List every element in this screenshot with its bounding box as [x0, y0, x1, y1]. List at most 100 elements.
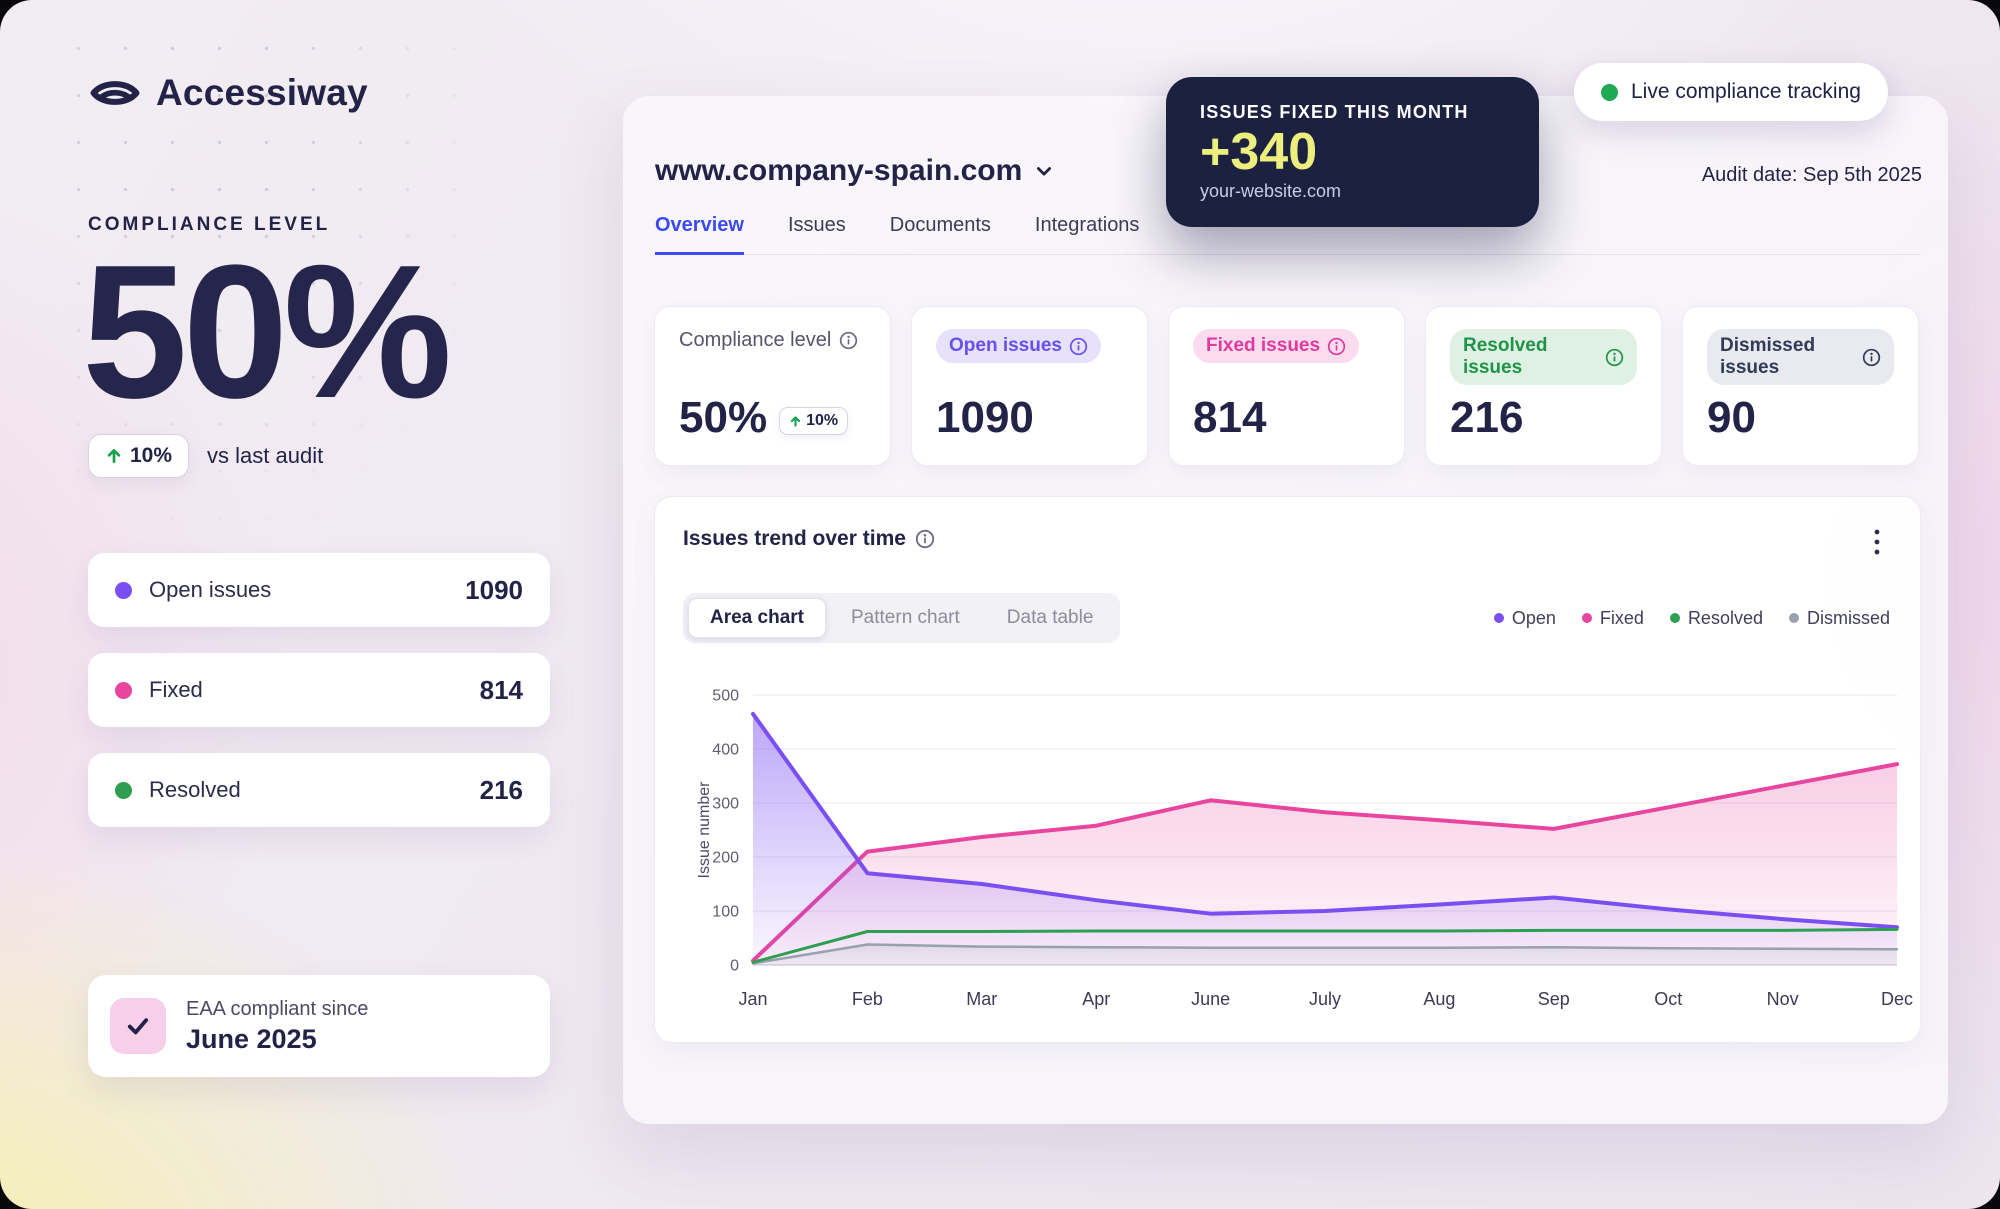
svg-text:Dec: Dec — [1881, 989, 1913, 1009]
tab-overview[interactable]: Overview — [655, 214, 744, 255]
tab-issues[interactable]: Issues — [787, 214, 846, 236]
audit-date: Audit date: Sep 5th 2025 — [1701, 164, 1922, 186]
stat-card-open: Open issues 1090 — [911, 306, 1148, 466]
main-panel: www.company-spain.com Audit date: Sep 5t… — [623, 96, 1948, 1124]
sidebar-stat-label: Open issues — [149, 577, 272, 602]
legend-item-open[interactable]: Open — [1493, 607, 1556, 629]
sidebar-stat-label: Fixed — [149, 677, 203, 702]
fixed-card-title: ISSUES FIXED THIS MONTH — [1200, 102, 1469, 122]
site-selector[interactable]: www.company-spain.com — [655, 154, 1054, 188]
svg-text:Sep: Sep — [1538, 989, 1570, 1009]
info-icon[interactable] — [915, 529, 935, 549]
stat-card-badge: Dismissed issues — [1707, 329, 1894, 385]
delta-badge: 10% — [88, 434, 190, 478]
svg-text:0: 0 — [730, 958, 739, 975]
tab-documents[interactable]: Documents — [889, 214, 991, 236]
delta-value: 10% — [130, 444, 173, 467]
sidebar-stat-open-issues: Open issues 1090 — [88, 553, 550, 627]
legend-item-fixed[interactable]: Fixed — [1581, 607, 1644, 629]
stat-card-label: Open issues — [949, 335, 1062, 356]
svg-text:Aug: Aug — [1423, 989, 1455, 1009]
info-icon[interactable] — [1327, 337, 1346, 356]
info-icon[interactable] — [1605, 348, 1624, 367]
issues-trend-chart: 0 100 200 300 400 500 Jan Feb Mar Apr June July Aug S… — [696, 688, 1913, 1010]
legend-dot — [1493, 613, 1504, 623]
kebab-menu-icon[interactable] — [1862, 525, 1892, 559]
stat-card-value: 1090 — [936, 393, 1034, 442]
stat-card-fixed: Fixed issues 814 — [1168, 306, 1405, 466]
chevron-down-icon — [1034, 161, 1054, 181]
stat-card-label: Resolved issues — [1463, 335, 1548, 378]
compliance-level-label: COMPLIANCE LEVEL — [88, 214, 331, 235]
live-status-dot — [1601, 83, 1618, 101]
info-icon[interactable] — [1069, 337, 1088, 356]
sidebar-stat-value: 216 — [479, 774, 523, 805]
legend-item-resolved[interactable]: Resolved — [1669, 608, 1763, 629]
svg-text:Issue number: Issue number — [696, 781, 713, 879]
svg-text:July: July — [1309, 989, 1341, 1009]
fixed-card-value: +340 — [1200, 123, 1318, 181]
svg-text:Feb: Feb — [852, 989, 883, 1009]
stat-card-value: 50% — [679, 393, 768, 442]
site-title: www.company-spain.com — [655, 154, 1023, 187]
stat-delta-value: 10% — [806, 412, 839, 429]
stat-card-badge: Resolved issues — [1450, 329, 1637, 385]
legend-label: Dismissed — [1806, 607, 1890, 628]
legend-label: Open — [1511, 607, 1556, 628]
sidebar-stat-resolved: Resolved 216 — [88, 753, 550, 827]
stat-card-label: Fixed issues — [1206, 335, 1321, 356]
stat-card-badge: Fixed issues — [1193, 329, 1360, 363]
stat-card-dismissed: Dismissed issues 90 — [1682, 306, 1919, 466]
brand-name: Accessiway — [156, 72, 368, 113]
live-tracking-badge: Live compliance tracking — [1574, 63, 1888, 121]
svg-text:Jan: Jan — [738, 989, 767, 1009]
legend-label: Fixed — [1599, 607, 1644, 628]
arrow-up-icon — [105, 447, 123, 465]
stat-card-value: 216 — [1450, 393, 1524, 442]
issues-trend-card: Issues trend over time Area chart Patter… — [654, 496, 1921, 1043]
status-dot-resolved — [115, 781, 132, 799]
stat-card-resolved: Resolved issues 216 — [1425, 306, 1662, 466]
fixed-card-subtitle: your-website.com — [1200, 181, 1342, 202]
tab-integrations[interactable]: Integrations — [1034, 214, 1140, 236]
legend-item-dismissed[interactable]: Dismissed — [1788, 607, 1890, 629]
view-tab-pattern-chart[interactable]: Pattern chart — [851, 607, 960, 628]
view-tab-area-chart[interactable]: Area chart — [688, 598, 826, 638]
svg-text:Apr: Apr — [1082, 989, 1110, 1009]
svg-text:100: 100 — [712, 904, 739, 921]
compliance-delta-row: 10% vs last audit — [88, 434, 323, 478]
sidebar-stat-value: 814 — [479, 674, 523, 705]
stat-cards-row: Compliance level 50% 10% — [654, 306, 1919, 466]
status-dot-open — [115, 581, 132, 599]
view-tab-data-table[interactable]: Data table — [1006, 607, 1094, 628]
stat-card-compliance: Compliance level 50% 10% — [654, 306, 891, 466]
svg-text:300: 300 — [712, 796, 739, 813]
svg-text:Nov: Nov — [1767, 989, 1799, 1009]
svg-text:200: 200 — [712, 850, 739, 867]
chart-legend: Open Fixed Resolved Dismissed — [1493, 593, 1890, 643]
svg-text:500: 500 — [712, 688, 739, 705]
stat-card-label: Compliance level — [679, 329, 832, 351]
chart-view-switcher: Area chart Pattern chart Data table — [683, 593, 1121, 643]
info-icon[interactable] — [1862, 348, 1881, 367]
eaa-date: June 2025 — [186, 1023, 317, 1054]
stat-card-badge: Open issues — [936, 329, 1101, 363]
sidebar-stat-label: Resolved — [149, 777, 241, 802]
legend-dot — [1581, 613, 1592, 623]
compliance-level-value: 50% — [82, 226, 452, 438]
status-dot-fixed — [115, 681, 132, 699]
svg-text:Mar: Mar — [966, 989, 997, 1009]
stat-delta-chip: 10% — [779, 407, 849, 435]
stat-card-value: 90 — [1707, 393, 1756, 442]
trend-title: Issues trend over time — [683, 527, 906, 550]
eaa-caption: EAA compliant since — [186, 997, 369, 1020]
eaa-compliance-card: EAA compliant since June 2025 — [88, 975, 550, 1077]
legend-dot — [1669, 613, 1680, 623]
svg-text:Oct: Oct — [1654, 989, 1682, 1009]
sidebar-stat-fixed: Fixed 814 — [88, 653, 550, 727]
main-tabs: Overview Issues Documents Integrations — [655, 214, 1920, 255]
delta-caption: vs last audit — [207, 443, 324, 468]
sidebar-stats: Open issues 1090 Fixed 814 Resolved 216 — [88, 553, 550, 827]
info-icon[interactable] — [839, 331, 858, 350]
